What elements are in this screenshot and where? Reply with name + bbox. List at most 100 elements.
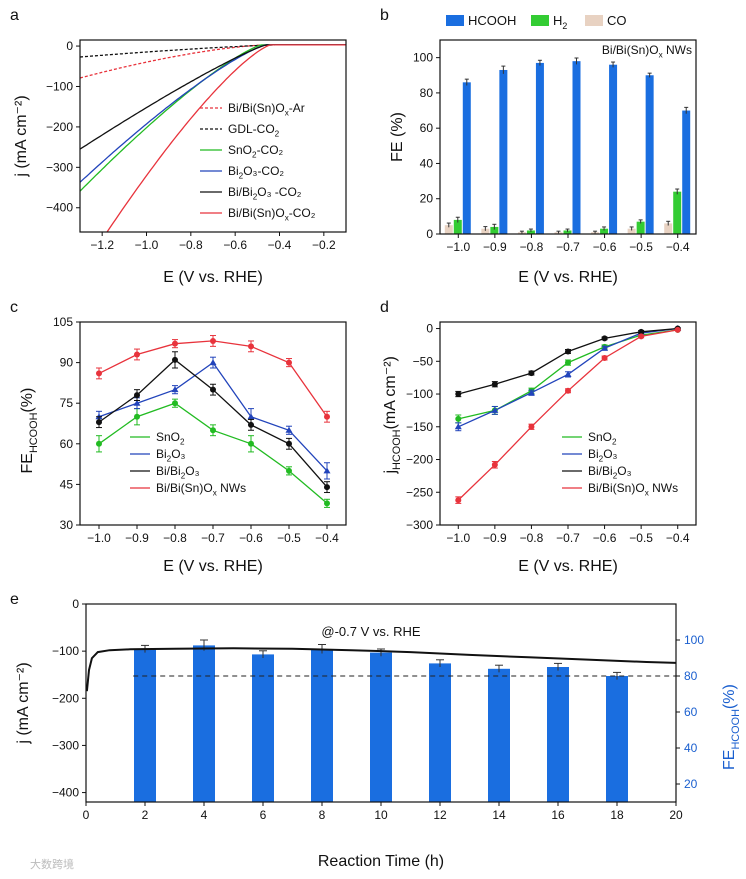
panel-c-ytick-label: 30 [60, 518, 74, 532]
panel-d-ytick-label: −250 [406, 485, 433, 499]
panel-c-point-bi2o3 [209, 359, 217, 366]
panel-c-xtick-label: −1.0 [87, 531, 111, 545]
panel-c-legend-label: Bi/Bi2O₃ [156, 464, 200, 481]
panel-b-fe-bar-chart: −1.0 −0.9 −0.8 −0.7 −0.6 −0.5 −0.4 0 20 40 60 80 100… [389, 13, 697, 286]
panel-a-legend-label: GDL-CO2 [228, 122, 280, 139]
panel-a-xlabel: E (V vs. RHE) [163, 269, 263, 286]
panel-c-ytick-label: 75 [60, 396, 74, 410]
panel-d-ytick-label: −150 [406, 420, 433, 434]
panel-c-point-sno2 [286, 467, 292, 474]
panel-a-xtick-label: −0.4 [268, 238, 292, 252]
panel-a-xtick-label: −0.6 [223, 238, 247, 252]
panel-e-xtick-label: 14 [492, 808, 506, 822]
panel-b-bar-hcooh [609, 64, 618, 234]
panel-b-plot-frame [439, 39, 697, 235]
panel-c-point-sno2 [210, 427, 216, 434]
panel-b-bar-co [627, 228, 636, 234]
panel-b-bar-h2 [563, 230, 572, 234]
panel-c-point-sno2 [134, 413, 140, 420]
panel-c-xtick-label: −0.4 [315, 531, 339, 545]
panel-c-point-bi-bi2o3 [134, 392, 140, 399]
panel-d-point-bi2o3 [564, 370, 572, 377]
panel-e-xtick-label: 10 [374, 808, 388, 822]
panel-c-legend-label: SnO2 [156, 430, 185, 447]
panel-a-xtick-label: −1.2 [90, 238, 114, 252]
panel-e-fe-bar [606, 676, 628, 802]
panel-a-legend-label: Bi/Bi(Sn)Ox-Ar [228, 101, 305, 118]
panel-a-curve-bi-bi2o3-co2 [80, 44, 346, 150]
panel-e-fe-bar [193, 645, 215, 802]
panel-e-y2tick-label: 60 [684, 705, 698, 719]
panel-e-y2tick-label: 100 [684, 633, 704, 647]
panel-b-ytick-label: 60 [420, 121, 434, 135]
panel-c-point-sno2 [96, 440, 102, 447]
panel-a-ytick-label: 0 [66, 39, 73, 53]
panel-e-xtick-label: 4 [201, 808, 208, 822]
panel-c-xtick-label: −0.7 [201, 531, 225, 545]
panel-e-fe-bar [488, 668, 510, 802]
panel-b-bar-hcooh [572, 61, 581, 234]
panel-d-ytick-label: −300 [406, 518, 433, 532]
panel-d-line-bi-bi-sn-ox-nws [457, 329, 678, 501]
panel-b-ytick-label: 20 [420, 192, 434, 206]
panel-d-point-bi-bi2o3 [528, 370, 535, 377]
panel-d-point-sno2 [565, 359, 571, 366]
panel-d-xtick-label: −0.4 [666, 531, 690, 545]
panel-b-bar-h2 [453, 219, 462, 234]
panel-d-ytick-label: −200 [406, 453, 433, 467]
panel-e-xtick-label: 8 [319, 808, 326, 822]
panel-c-xtick-label: −0.6 [239, 531, 263, 545]
panel-e-letter: e [10, 591, 19, 608]
panel-d-point-bi-bi2o3 [455, 391, 462, 398]
panel-a-legend-label: SnO2-CO₂ [228, 143, 284, 160]
panel-d-ytick-label: 0 [426, 322, 433, 336]
panel-c-point-bi-bi-sn-ox-nws [96, 370, 102, 377]
panel-c-line-bi-bi2o3 [98, 359, 328, 488]
panel-a-plot-frame [79, 39, 347, 233]
panel-b-legend-swatch-hcooh [446, 15, 464, 26]
panel-b-legend-swatch-h2 [531, 15, 549, 26]
panel-d-legend-label: SnO2 [588, 430, 617, 447]
panel-b-ylabel: FE (%) [389, 112, 406, 162]
panel-c-point-bi-bi2o3 [248, 421, 254, 428]
panel-e-xtick-label: 20 [669, 808, 683, 822]
panel-b-annotation: Bi/Bi(Sn)Ox NWs [602, 43, 692, 60]
panel-e-current-trace [85, 647, 677, 692]
panel-c-fe-hcooh-chart: −1.0 −0.9 −0.8 −0.7 −0.6 −0.5 −0.4 30 45 60 75 90 10… [19, 315, 347, 575]
panel-e-xtick-label: 16 [551, 808, 565, 822]
panel-a-legend-label: Bi2O₃-CO₂ [228, 164, 284, 181]
panel-e-fe-bar [134, 649, 156, 802]
panel-a-curve-bi-bi-sn-ox-co2 [106, 44, 346, 232]
panel-c-point-bi-bi2o3 [172, 356, 178, 363]
panel-c-legend-label: Bi/Bi(Sn)Ox NWs [156, 481, 246, 498]
panel-e-xlabel: Reaction Time (h) [318, 853, 444, 870]
panel-c-point-bi-bi-sn-ox-nws [210, 337, 216, 344]
panel-a-xtick-label: −0.2 [312, 238, 336, 252]
panel-a-legend-label: Bi/Bi2O₃ -CO₂ [228, 185, 302, 202]
panel-b-xtick-label: −0.5 [629, 240, 653, 254]
panel-d-legend-label: Bi/Bi2O₃ [588, 464, 632, 481]
panel-b-bar-hcooh [535, 62, 544, 234]
panel-a-ytick-label: −200 [46, 120, 73, 134]
panel-d-xlabel: E (V vs. RHE) [518, 558, 618, 575]
panel-e-fe-bar [547, 667, 569, 802]
panel-e-fe-bar [370, 652, 392, 802]
panel-e-ytick-label: 0 [72, 597, 79, 611]
panel-d-point-bi-bi2o3 [491, 381, 498, 388]
panel-b-bar-co [481, 228, 490, 234]
panel-c-point-bi-bi-sn-ox-nws [248, 343, 254, 350]
panel-d-point-bi-bi-sn-ox-nws [491, 461, 498, 468]
panel-b-legend-swatch-co [585, 15, 603, 26]
panel-e-ytick-label: −200 [52, 691, 79, 705]
panel-c-point-bi-bi2o3 [96, 419, 102, 426]
panel-e-ytick-label: −400 [52, 786, 79, 800]
panel-a-curve-bi-bi-sn-ox-ar [80, 44, 346, 79]
watermark-text: 大数跨境 [30, 857, 74, 871]
panel-d-xtick-label: −0.7 [556, 531, 580, 545]
panel-c-ytick-label: 105 [53, 315, 73, 329]
panel-d-point-bi-bi-sn-ox-nws [565, 387, 571, 394]
panel-b-xtick-label: −1.0 [446, 240, 470, 254]
panel-d-point-bi-bi-sn-ox-nws [528, 423, 535, 430]
panel-c-point-bi2o3 [247, 413, 255, 420]
